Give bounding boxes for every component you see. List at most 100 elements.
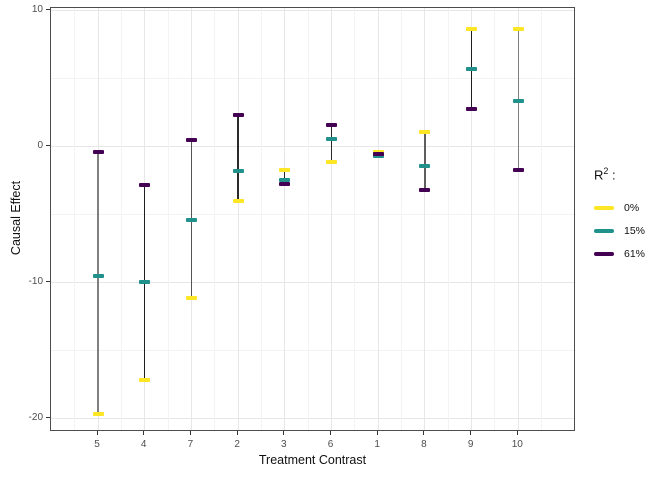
x-tick-label: 3	[281, 439, 287, 450]
legend-swatch-15%	[594, 228, 614, 234]
gridline-minor-v	[167, 8, 169, 430]
x-tick-label: 7	[187, 439, 194, 450]
tick-0%-contrast-2	[232, 199, 244, 204]
x-tick-label: 5	[94, 439, 100, 450]
x-axis-tick-mark	[96, 431, 98, 435]
tick-15%-contrast-2	[232, 169, 244, 174]
legend-swatch-0%	[594, 205, 614, 211]
x-tick-label: 6	[327, 439, 334, 450]
gridline-major-v	[331, 8, 332, 430]
tick-15%-contrast-8	[419, 164, 431, 168]
tick-0%-contrast-10	[512, 26, 524, 31]
legend-title-base: R	[594, 167, 604, 183]
x-axis-tick-mark	[330, 431, 331, 435]
tick-0%-contrast-6	[326, 159, 337, 164]
legend-title: R2 :	[594, 166, 672, 182]
y-axis-tick-mark	[46, 281, 50, 283]
plot-panel	[50, 7, 575, 431]
legend-item-61%: 61%	[594, 242, 672, 265]
range-line-contrast-8	[424, 132, 426, 191]
tick-15%-contrast-7	[185, 218, 197, 223]
tick-15%-contrast-6	[326, 137, 337, 142]
gridline-major-v	[284, 8, 286, 430]
x-axis-title: Treatment Contrast	[258, 453, 367, 467]
x-axis-tick-mark	[143, 431, 145, 435]
legend-swatch-61%	[594, 251, 614, 257]
gridline-major-v	[377, 8, 379, 430]
x-axis-tick-mark	[516, 431, 518, 435]
gridline-minor-v	[260, 8, 262, 430]
gridline-major-v	[517, 8, 519, 430]
x-tick-label: 1	[374, 439, 380, 450]
tick-0%-contrast-3	[279, 168, 291, 173]
gridline-minor-v	[541, 8, 543, 430]
x-axis-tick-mark	[376, 431, 378, 435]
x-tick-label: 2	[234, 439, 240, 450]
gridline-minor-v	[214, 8, 216, 430]
tick-61%-contrast-9	[466, 106, 478, 111]
gridline-minor-v	[354, 8, 356, 430]
tick-15%-contrast-9	[466, 67, 478, 72]
tick-0%-contrast-5	[92, 411, 104, 416]
gridline-major-h	[51, 282, 574, 284]
tick-15%-contrast-1	[372, 153, 384, 158]
gridline-major-v	[424, 8, 426, 430]
tick-61%-contrast-1	[372, 151, 384, 156]
y-axis-tick-mark	[46, 417, 50, 419]
range-line-contrast-6	[330, 125, 333, 162]
x-axis-tick-mark	[283, 431, 285, 435]
gridline-minor-h	[51, 350, 574, 352]
range-line-contrast-2	[237, 115, 239, 202]
tick-61%-contrast-10	[512, 168, 524, 173]
gridline-minor-v	[120, 8, 122, 430]
y-tick-label: 10	[31, 3, 43, 15]
tick-61%-contrast-7	[185, 138, 197, 143]
y-axis-tick-mark	[46, 9, 50, 11]
tick-15%-contrast-5	[92, 274, 104, 279]
y-axis-tick-mark	[46, 145, 50, 147]
gridline-minor-v	[307, 8, 309, 430]
legend-item-15%: 15%	[594, 219, 672, 242]
gridline-major-h	[51, 10, 574, 12]
x-tick-label: 4	[140, 439, 147, 450]
y-axis-title: Causal Effect	[9, 180, 23, 256]
x-tick-label: 9	[467, 439, 474, 450]
x-tick-label: 8	[421, 439, 427, 450]
gridline-minor-v	[74, 8, 76, 430]
gridline-major-v	[237, 8, 239, 430]
gridline-major-v	[471, 8, 473, 430]
tick-0%-contrast-4	[139, 377, 151, 382]
x-tick-label: 10	[511, 439, 523, 450]
range-line-contrast-5	[97, 152, 99, 414]
x-axis-tick-mark	[189, 431, 191, 435]
tick-61%-contrast-2	[232, 113, 244, 118]
legend: R2 : 0% 15% 61%	[594, 166, 672, 265]
tick-0%-contrast-8	[419, 130, 431, 135]
tick-15%-contrast-10	[512, 98, 524, 103]
y-tick-label: -10	[28, 275, 43, 287]
tick-61%-contrast-6	[326, 123, 337, 128]
y-tick-label: 0	[37, 139, 43, 151]
tick-0%-contrast-7	[185, 295, 197, 300]
x-axis-tick-mark	[470, 431, 472, 435]
x-axis-tick-mark	[423, 431, 425, 435]
gridline-minor-h	[51, 78, 574, 80]
tick-61%-contrast-5	[92, 150, 104, 155]
legend-label-0%: 0%	[624, 201, 640, 214]
x-axis-tick-mark	[236, 431, 238, 435]
legend-title-superscript: 2	[603, 166, 609, 176]
tick-61%-contrast-3	[279, 181, 291, 186]
gridline-major-h	[51, 418, 574, 420]
tick-0%-contrast-9	[466, 26, 478, 31]
gridline-minor-h	[51, 214, 574, 216]
range-line-contrast-3	[284, 170, 286, 184]
legend-title-separator: :	[608, 167, 616, 183]
legend-label-61%: 61%	[624, 247, 646, 260]
tick-61%-contrast-8	[419, 188, 431, 193]
legend-items: 0% 15% 61%	[594, 196, 672, 265]
legend-label-15%: 15%	[624, 224, 646, 237]
gridline-minor-v	[401, 8, 403, 430]
gridline-major-h	[51, 146, 574, 148]
gridline-minor-v	[494, 8, 496, 430]
